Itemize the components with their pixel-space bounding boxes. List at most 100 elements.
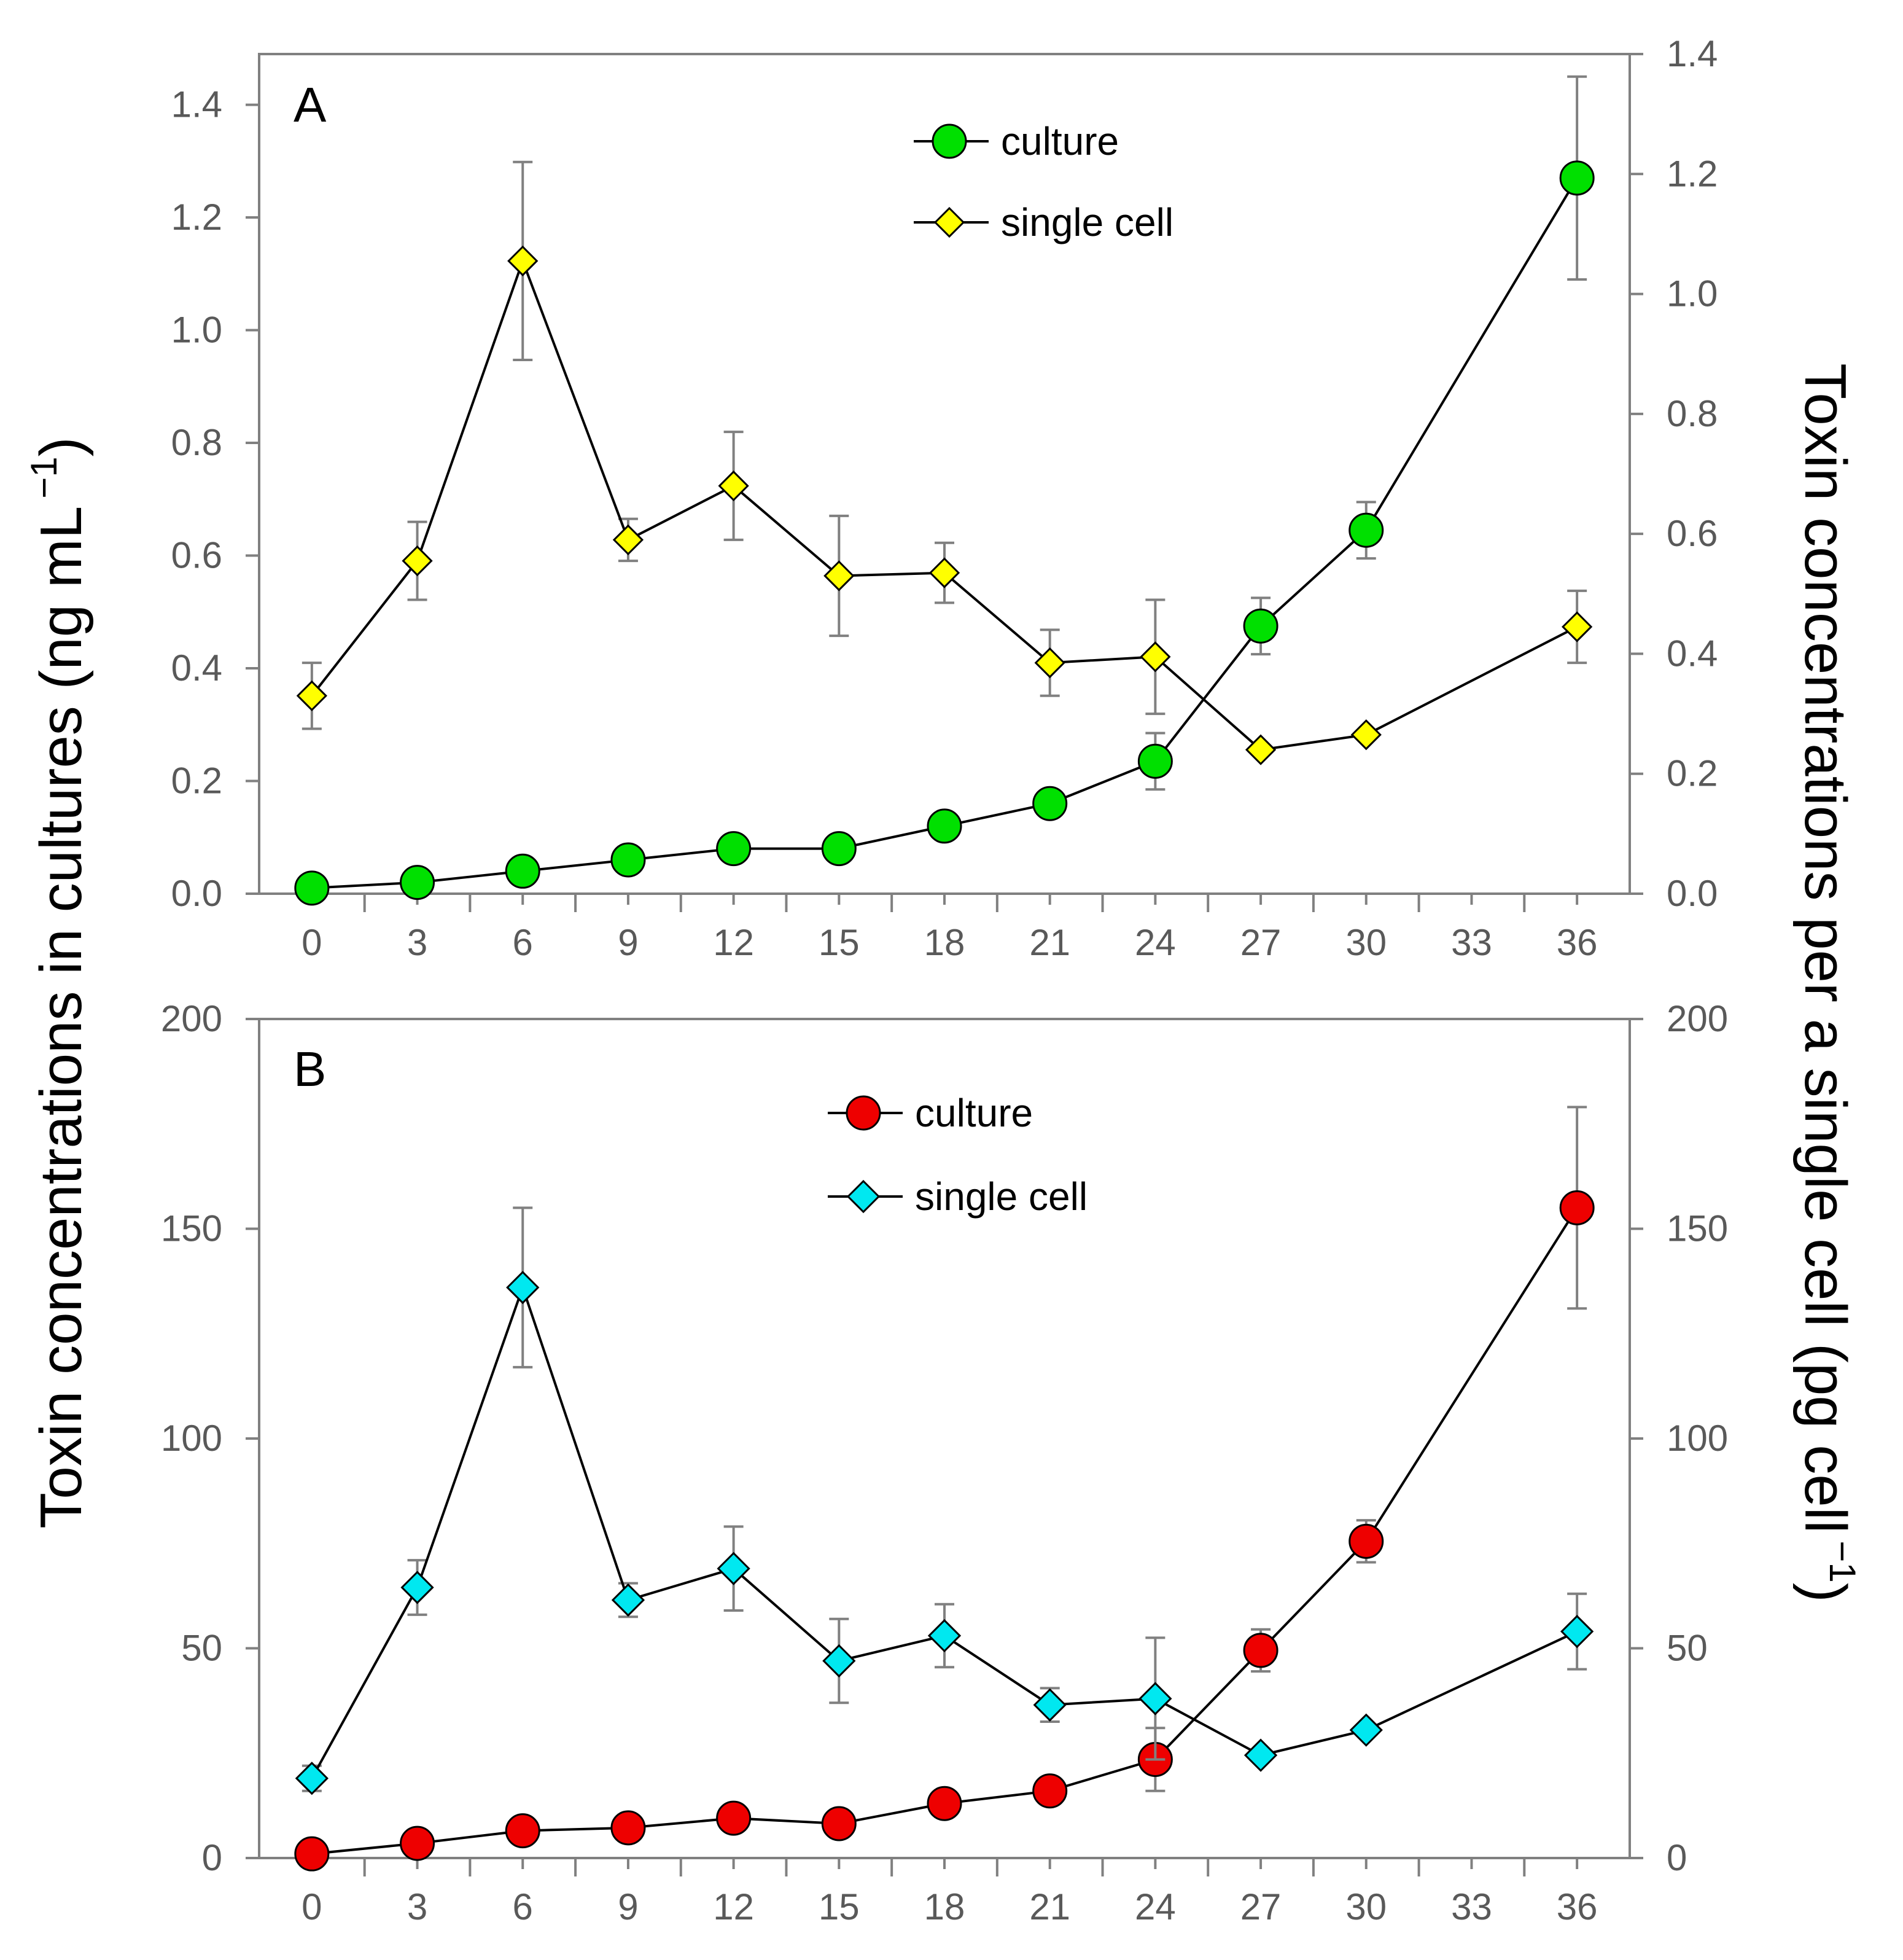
plot-frame-b bbox=[258, 1018, 1631, 1859]
panel-letter-b: B bbox=[294, 1042, 326, 1096]
data-point-single-cell-b bbox=[927, 1618, 962, 1653]
data-point-single-cell-b bbox=[1560, 1615, 1594, 1649]
left-y-tick-label-a: 1.2 bbox=[171, 197, 222, 238]
left-y-tick-label-a: 0.2 bbox=[171, 760, 222, 802]
panel-a-chart: 0 3 6 9 12 15 18 21 24 27 30 33 360.00.20.40.60.81.0… bbox=[171, 33, 1718, 963]
x-tick-label-a: 18 bbox=[924, 922, 965, 963]
right-y-tick-label-a: 1.2 bbox=[1667, 153, 1718, 194]
data-point-culture-a bbox=[505, 853, 540, 889]
left-y-tick-label-b: 0 bbox=[202, 1837, 222, 1878]
x-tick-label-b: 6 bbox=[513, 1886, 533, 1927]
x-tick-label-a: 33 bbox=[1451, 922, 1492, 963]
right-y-tick-label-b: 200 bbox=[1667, 998, 1728, 1039]
data-point-culture-a bbox=[610, 842, 646, 878]
right-y-tick-label-a: 1.4 bbox=[1667, 33, 1718, 74]
x-tick-label-a: 9 bbox=[618, 922, 638, 963]
left-y-tick-label-b: 150 bbox=[161, 1208, 222, 1249]
data-point-culture-b bbox=[1348, 1523, 1384, 1559]
right-y-tick-label-a: 1.0 bbox=[1667, 273, 1718, 314]
data-point-culture-a bbox=[821, 831, 857, 867]
series-line-single-cell-b bbox=[311, 1283, 1578, 1779]
legend-marker-single-cell-b bbox=[846, 1179, 881, 1214]
data-point-single-cell-b bbox=[1033, 1688, 1067, 1722]
data-point-single-cell-b bbox=[611, 1583, 645, 1617]
legend-label-culture-a: culture bbox=[1001, 119, 1119, 163]
right-y-tick-label-a: 0.6 bbox=[1667, 513, 1718, 554]
x-tick-label-b: 0 bbox=[302, 1886, 322, 1927]
x-tick-label-b: 33 bbox=[1451, 1886, 1492, 1927]
data-point-single-cell-b bbox=[717, 1552, 750, 1585]
data-point-single-cell-b bbox=[1349, 1713, 1383, 1747]
data-point-single-cell-a bbox=[1562, 611, 1593, 642]
data-point-single-cell-a bbox=[1245, 734, 1277, 765]
left-y-tick-label-b: 200 bbox=[161, 998, 222, 1039]
series-line-culture-a bbox=[311, 177, 1578, 889]
data-point-culture-b bbox=[821, 1806, 857, 1841]
x-tick-label-a: 0 bbox=[302, 922, 322, 963]
right-y-tick-label-a: 0.0 bbox=[1667, 873, 1718, 914]
x-tick-label-b: 3 bbox=[407, 1886, 427, 1927]
x-tick-label-b: 18 bbox=[924, 1886, 965, 1927]
right-y-tick-label-b: 100 bbox=[1667, 1418, 1728, 1459]
legend-label-culture-b: culture bbox=[915, 1091, 1033, 1135]
x-tick-label-a: 12 bbox=[713, 922, 754, 963]
legend-marker-culture-b bbox=[846, 1095, 881, 1131]
data-point-single-cell-a bbox=[1034, 647, 1065, 679]
x-tick-label-a: 36 bbox=[1557, 922, 1598, 963]
data-point-culture-a bbox=[400, 865, 435, 900]
data-point-culture-b bbox=[1032, 1773, 1068, 1809]
x-tick-label-b: 30 bbox=[1345, 1886, 1387, 1927]
right-y-tick-label-a: 0.2 bbox=[1667, 753, 1718, 794]
data-point-single-cell-a bbox=[507, 245, 539, 276]
x-tick-label-b: 24 bbox=[1135, 1886, 1176, 1927]
data-point-single-cell-a bbox=[402, 545, 433, 577]
x-tick-label-a: 3 bbox=[407, 922, 427, 963]
data-point-culture-b bbox=[505, 1813, 540, 1849]
left-y-tick-label-a: 0.4 bbox=[171, 647, 222, 689]
right-y-tick-label-b: 0 bbox=[1667, 1837, 1687, 1878]
data-point-culture-b bbox=[610, 1810, 646, 1846]
data-point-culture-a bbox=[716, 831, 752, 867]
legend-marker-culture-a bbox=[932, 123, 967, 159]
left-y-tick-label-b: 50 bbox=[181, 1628, 222, 1669]
data-point-culture-a bbox=[1243, 608, 1278, 644]
legend-marker-single-cell-a bbox=[933, 206, 965, 238]
left-axis-title: Toxin concentrations in cultures (ng mL−… bbox=[23, 437, 94, 1528]
data-point-single-cell-a bbox=[612, 524, 644, 556]
left-y-tick-label-b: 100 bbox=[161, 1418, 222, 1459]
x-tick-label-a: 15 bbox=[819, 922, 860, 963]
data-point-single-cell-a bbox=[1350, 719, 1382, 751]
x-tick-label-a: 24 bbox=[1135, 922, 1176, 963]
data-point-single-cell-b bbox=[400, 1571, 434, 1604]
data-point-single-cell-b bbox=[1138, 1682, 1172, 1716]
data-point-single-cell-b bbox=[1243, 1738, 1278, 1772]
data-point-single-cell-b bbox=[822, 1644, 856, 1678]
x-tick-label-b: 15 bbox=[819, 1886, 860, 1927]
data-point-culture-b bbox=[400, 1825, 435, 1861]
x-tick-label-b: 9 bbox=[618, 1886, 638, 1927]
data-point-single-cell-a bbox=[1140, 641, 1171, 673]
data-point-culture-b bbox=[927, 1786, 962, 1821]
x-tick-label-a: 21 bbox=[1029, 922, 1070, 963]
left-y-tick-label-a: 0.8 bbox=[171, 422, 222, 463]
data-point-single-cell-a bbox=[823, 560, 855, 592]
right-axis-title: Toxin concentrations per a single cell (… bbox=[1792, 363, 1863, 1602]
data-point-culture-a bbox=[294, 870, 330, 906]
data-point-single-cell-b bbox=[295, 1762, 329, 1795]
data-point-single-cell-a bbox=[296, 680, 327, 711]
panel-b-chart: 0 3 6 9 12 15 18 21 24 27 30 33 36050100150200050100… bbox=[161, 998, 1728, 1927]
x-tick-label-a: 6 bbox=[513, 922, 533, 963]
right-y-tick-label-b: 150 bbox=[1667, 1208, 1728, 1249]
left-y-tick-label-a: 0.0 bbox=[171, 873, 222, 914]
series-line-culture-b bbox=[311, 1207, 1578, 1856]
legend-label-single-cell-a: single cell bbox=[1001, 200, 1173, 244]
plot-frame-a bbox=[258, 53, 1631, 895]
x-tick-label-b: 12 bbox=[713, 1886, 754, 1927]
left-y-tick-label-a: 1.4 bbox=[171, 84, 222, 125]
right-y-tick-label-a: 0.8 bbox=[1667, 393, 1718, 434]
x-tick-label-b: 21 bbox=[1029, 1886, 1070, 1927]
x-tick-label-a: 30 bbox=[1345, 922, 1387, 963]
panel-letter-a: A bbox=[294, 77, 327, 132]
x-tick-label-a: 27 bbox=[1240, 922, 1282, 963]
